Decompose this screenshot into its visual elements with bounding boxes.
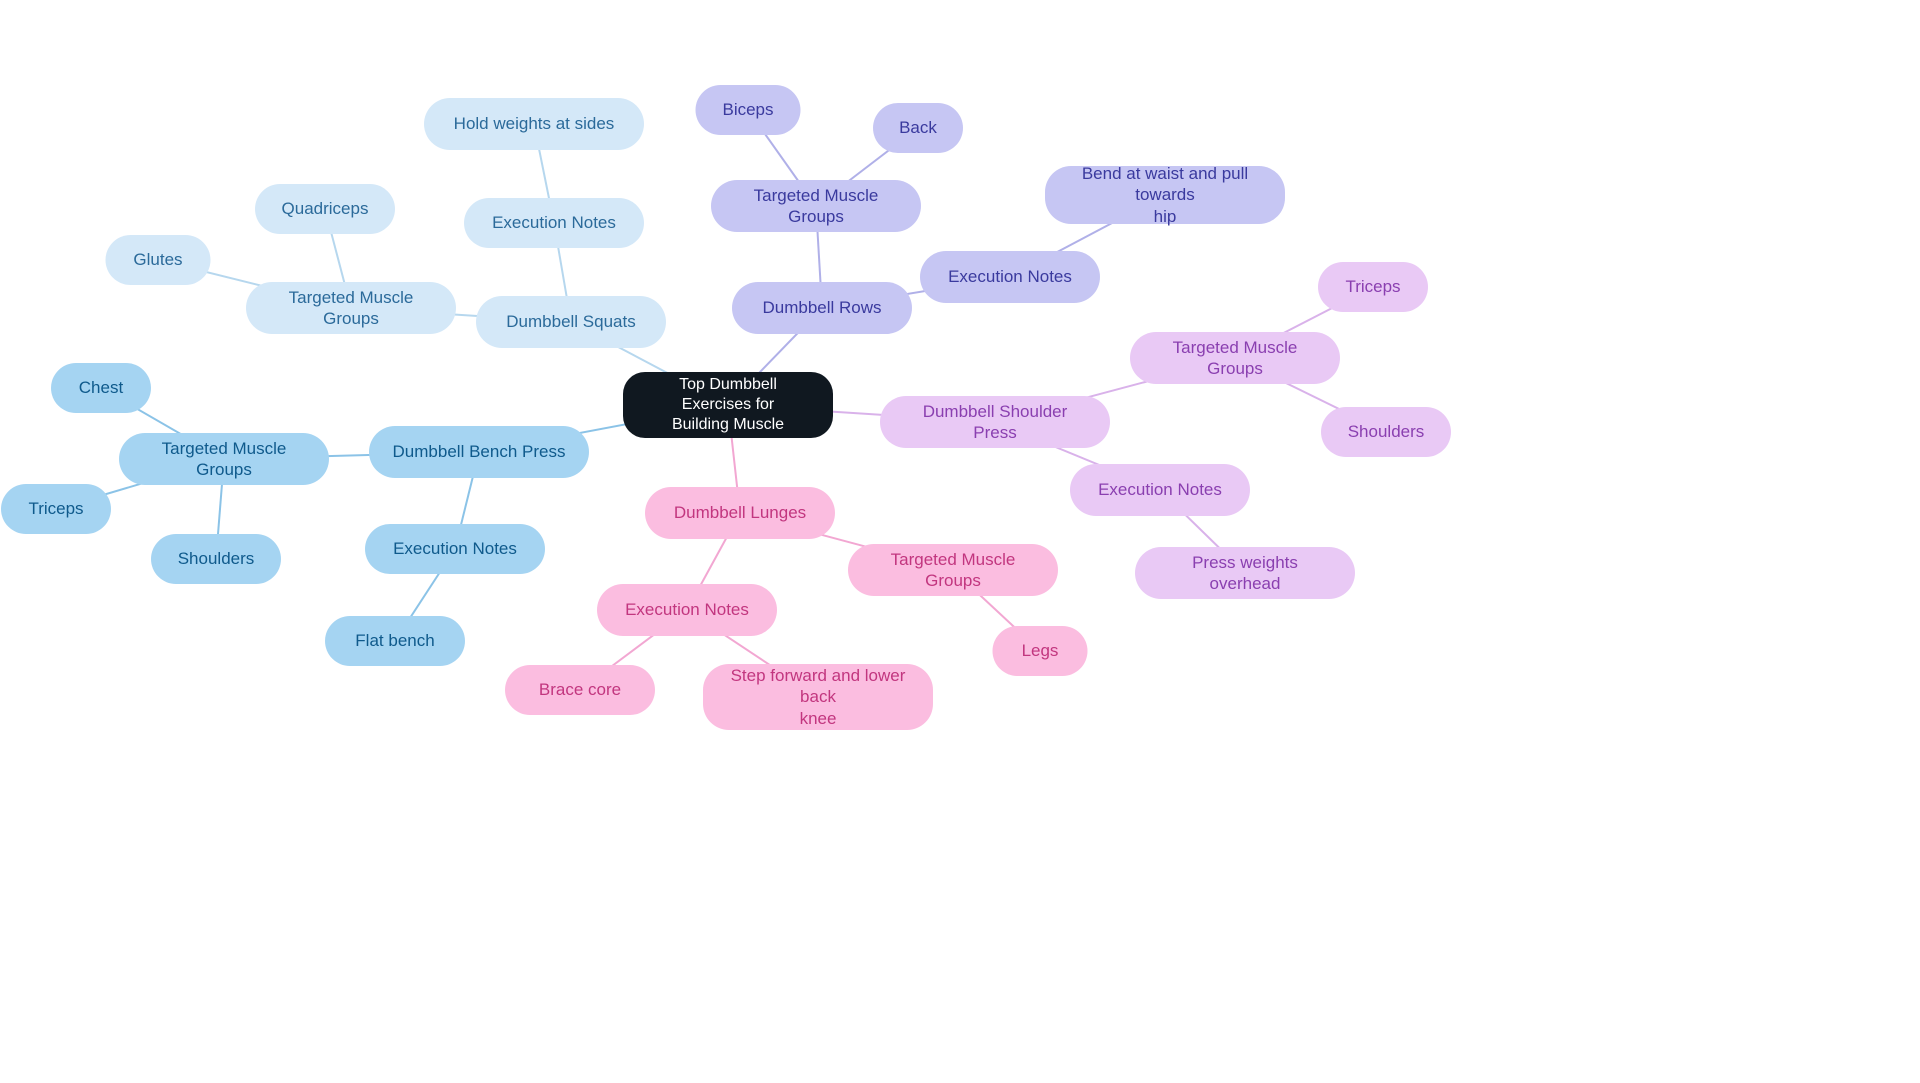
mindmap-node-sq_exec[interactable]: Execution Notes xyxy=(464,198,644,248)
node-label: Execution Notes xyxy=(625,599,749,620)
node-label: Triceps xyxy=(1345,276,1400,297)
node-label: Biceps xyxy=(722,99,773,120)
node-label: Execution Notes xyxy=(393,538,517,559)
node-label: Dumbbell Squats xyxy=(506,311,635,332)
node-label: Dumbbell Shoulder Press xyxy=(902,401,1088,444)
mindmap-node-sp_tmg[interactable]: Targeted Muscle Groups xyxy=(1130,332,1340,384)
node-label: Shoulders xyxy=(178,548,255,569)
node-label: Brace core xyxy=(539,679,621,700)
node-label: Targeted Muscle Groups xyxy=(870,549,1036,592)
node-label: Targeted Muscle Groups xyxy=(268,287,434,330)
node-label: Execution Notes xyxy=(948,266,1072,287)
node-label: Execution Notes xyxy=(492,212,616,233)
node-label: Top Dumbbell Exercises for Building Musc… xyxy=(645,375,811,435)
mindmap-node-sq_quads[interactable]: Quadriceps xyxy=(255,184,395,234)
mindmap-node-bp_chest[interactable]: Chest xyxy=(51,363,151,413)
mindmap-node-sp_sh[interactable]: Shoulders xyxy=(1321,407,1451,457)
node-label: Targeted Muscle Groups xyxy=(733,185,899,228)
mindmap-node-bp_tmg[interactable]: Targeted Muscle Groups xyxy=(119,433,329,485)
node-label: Hold weights at sides xyxy=(454,113,615,134)
node-label: Quadriceps xyxy=(282,198,369,219)
mindmap-node-press[interactable]: Dumbbell Shoulder Press xyxy=(880,396,1110,448)
mindmap-node-sp_exec[interactable]: Execution Notes xyxy=(1070,464,1250,516)
node-label: Glutes xyxy=(133,249,182,270)
mindmap-node-sq_tmg[interactable]: Targeted Muscle Groups xyxy=(246,282,456,334)
mindmap-node-bp_tri[interactable]: Triceps xyxy=(1,484,111,534)
mindmap-node-lg_exec_step[interactable]: Step forward and lower back knee xyxy=(703,664,933,730)
node-label: Dumbbell Bench Press xyxy=(393,441,566,462)
mindmap-node-rw_tmg[interactable]: Targeted Muscle Groups xyxy=(711,180,921,232)
node-label: Triceps xyxy=(28,498,83,519)
mindmap-node-bp_exec[interactable]: Execution Notes xyxy=(365,524,545,574)
mindmap-node-bp_exec_note[interactable]: Flat bench xyxy=(325,616,465,666)
mindmap-node-rw_exec[interactable]: Execution Notes xyxy=(920,251,1100,303)
mindmap-node-lg_exec_core[interactable]: Brace core xyxy=(505,665,655,715)
mindmap-node-sp_exec_note[interactable]: Press weights overhead xyxy=(1135,547,1355,599)
mindmap-node-rw_back[interactable]: Back xyxy=(873,103,963,153)
mindmap-node-sq_glutes[interactable]: Glutes xyxy=(106,235,211,285)
mindmap-node-lg_exec[interactable]: Execution Notes xyxy=(597,584,777,636)
mindmap-node-lg_tmg[interactable]: Targeted Muscle Groups xyxy=(848,544,1058,596)
node-label: Legs xyxy=(1022,640,1059,661)
node-label: Flat bench xyxy=(355,630,434,651)
node-label: Back xyxy=(899,117,937,138)
mindmap-node-rw_biceps[interactable]: Biceps xyxy=(696,85,801,135)
node-label: Dumbbell Rows xyxy=(762,297,881,318)
node-label: Bend at waist and pull towards hip xyxy=(1067,163,1263,227)
mindmap-node-lg_legs[interactable]: Legs xyxy=(993,626,1088,676)
mindmap-node-rows[interactable]: Dumbbell Rows xyxy=(732,282,912,334)
mindmap-node-lunges[interactable]: Dumbbell Lunges xyxy=(645,487,835,539)
mindmap-node-root[interactable]: Top Dumbbell Exercises for Building Musc… xyxy=(623,372,833,438)
node-label: Dumbbell Lunges xyxy=(674,502,806,523)
mindmap-node-squats[interactable]: Dumbbell Squats xyxy=(476,296,666,348)
mindmap-node-rw_exec_note[interactable]: Bend at waist and pull towards hip xyxy=(1045,166,1285,224)
mindmap-node-bench[interactable]: Dumbbell Bench Press xyxy=(369,426,589,478)
node-label: Press weights overhead xyxy=(1157,552,1333,595)
mindmap-node-sq_exec_note[interactable]: Hold weights at sides xyxy=(424,98,644,150)
node-label: Chest xyxy=(79,377,123,398)
node-label: Targeted Muscle Groups xyxy=(1152,337,1318,380)
node-label: Execution Notes xyxy=(1098,479,1222,500)
mindmap-node-bp_sh[interactable]: Shoulders xyxy=(151,534,281,584)
mindmap-node-sp_tri[interactable]: Triceps xyxy=(1318,262,1428,312)
node-label: Shoulders xyxy=(1348,421,1425,442)
edge-layer xyxy=(0,0,1920,1083)
node-label: Step forward and lower back knee xyxy=(725,665,911,729)
node-label: Targeted Muscle Groups xyxy=(141,438,307,481)
